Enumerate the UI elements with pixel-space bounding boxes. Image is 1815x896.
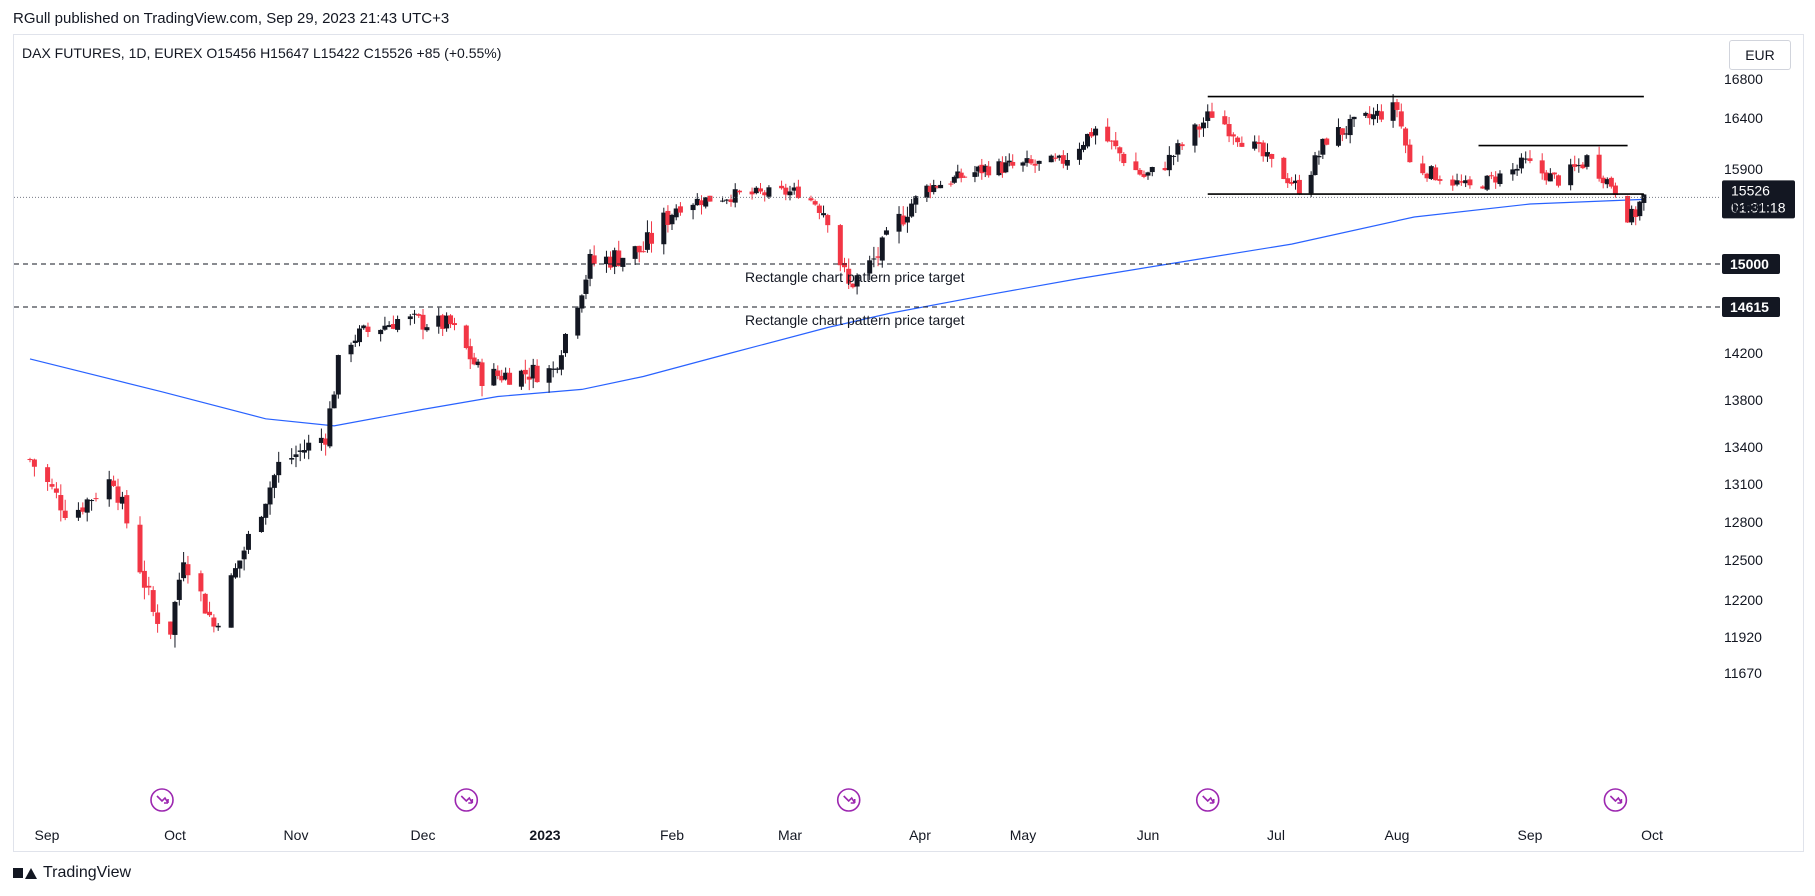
- symbol-legend: DAX FUTURES, 1D, EUREX O15456 H15647 L15…: [22, 45, 502, 61]
- footer-brand[interactable]: TradingView: [13, 864, 131, 882]
- brand-name: TradingView: [43, 864, 132, 881]
- chart-frame: [13, 34, 1804, 852]
- tradingview-logo-icon: [13, 866, 37, 880]
- currency-button[interactable]: EUR: [1729, 40, 1791, 70]
- published-info: RGull published on TradingView.com, Sep …: [13, 10, 450, 27]
